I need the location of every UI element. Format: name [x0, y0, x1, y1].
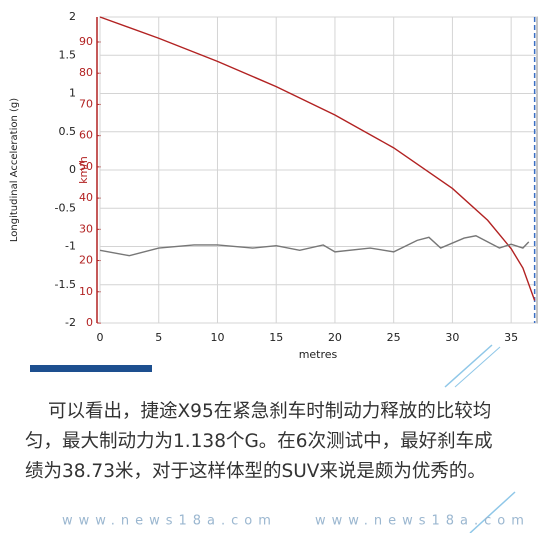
y-tick-label: -1: [65, 240, 76, 253]
y-tick-label: 0.5: [59, 125, 77, 138]
x-tick-label: 25: [387, 331, 401, 344]
y-tick-label: -2: [65, 316, 76, 329]
y2-tick-label: 30: [79, 222, 93, 235]
x-tick-label: 30: [445, 331, 459, 344]
y2-tick-label: 90: [79, 35, 93, 48]
y2-tick-label: 50: [79, 160, 93, 173]
decor-line: [454, 346, 501, 388]
caption-line: 绩为38.73米，对于这样体型的SUV来说是颇为优秀的。: [25, 461, 486, 482]
x-tick-label: 5: [155, 331, 162, 344]
y-tick-label: -1.5: [55, 278, 76, 291]
x-tick-label: 10: [210, 331, 224, 344]
x-tick-label: 15: [269, 331, 283, 344]
decor-line: [444, 344, 493, 388]
watermark: www.news18a.com: [62, 514, 277, 529]
y-axis-label: Longitudinal Acceleration (g): [9, 98, 20, 242]
y2-tick-label: 60: [79, 129, 93, 142]
caption-line: 可以看出，捷途X95在紧急刹车时制动力释放的比较均: [48, 401, 491, 422]
y2-tick-label: 0: [86, 316, 93, 329]
y-tick-label: 1.5: [59, 48, 77, 61]
series-line: [99, 16, 536, 301]
y2-tick-label: 70: [79, 97, 93, 110]
x-tick-label: 20: [328, 331, 342, 344]
decor-bar: [30, 365, 152, 372]
y2-tick-label: 10: [79, 285, 93, 298]
x-tick-label: 35: [504, 331, 518, 344]
y-tick-label: -0.5: [55, 201, 76, 214]
y2-tick-label: 20: [79, 254, 93, 267]
y-tick-label: 0: [69, 163, 76, 176]
series-line: [99, 235, 530, 257]
x-axis-label: metres: [299, 348, 338, 361]
watermark: www.news18a.com: [315, 514, 530, 529]
y-tick-label: 2: [69, 10, 76, 23]
y-tick-label: 1: [69, 87, 76, 100]
y2-tick-label: 80: [79, 66, 93, 79]
x-tick-label: 0: [97, 331, 104, 344]
y2-axis-label: km/h: [77, 156, 90, 184]
caption-line: 匀，最大制动力为1.138个G。在6次测试中，最好刹车成: [25, 431, 493, 452]
y2-tick-label: 40: [79, 191, 93, 204]
decor-line: [469, 491, 516, 533]
